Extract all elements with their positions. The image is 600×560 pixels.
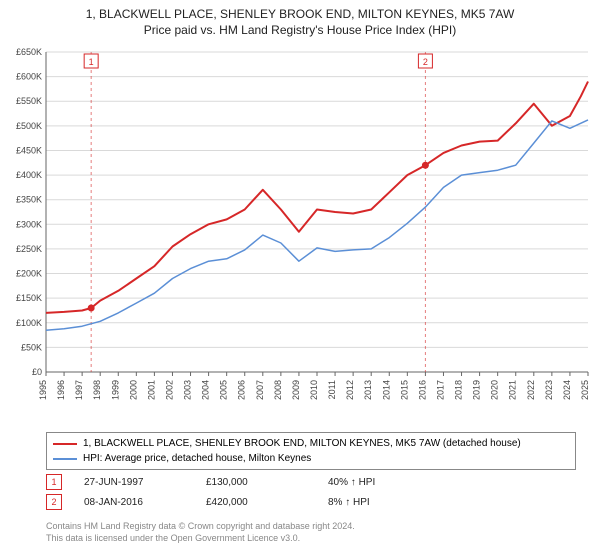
svg-text:2018: 2018 (454, 380, 464, 400)
svg-text:£650K: £650K (16, 47, 42, 57)
svg-text:2001: 2001 (146, 380, 156, 400)
svg-text:2009: 2009 (291, 380, 301, 400)
legend-swatch (53, 458, 77, 460)
footer-line1: Contains HM Land Registry data © Crown c… (46, 520, 576, 532)
svg-text:1996: 1996 (56, 380, 66, 400)
svg-text:2015: 2015 (399, 380, 409, 400)
title-line1: 1, BLACKWELL PLACE, SHENLEY BROOK END, M… (0, 6, 600, 22)
legend-item: HPI: Average price, detached house, Milt… (53, 451, 569, 466)
svg-text:£150K: £150K (16, 293, 42, 303)
attribution: Contains HM Land Registry data © Crown c… (46, 520, 576, 544)
svg-text:1999: 1999 (110, 380, 120, 400)
svg-text:2: 2 (423, 57, 428, 67)
svg-text:2025: 2025 (580, 380, 590, 400)
svg-text:2008: 2008 (273, 380, 283, 400)
svg-text:2022: 2022 (526, 380, 536, 400)
legend-item: 1, BLACKWELL PLACE, SHENLEY BROOK END, M… (53, 436, 569, 451)
svg-text:1997: 1997 (74, 380, 84, 400)
marker-delta: 8% ↑ HPI (328, 497, 428, 508)
marker-badge: 1 (46, 474, 62, 490)
svg-text:£250K: £250K (16, 244, 42, 254)
svg-text:1995: 1995 (38, 380, 48, 400)
svg-text:2020: 2020 (490, 380, 500, 400)
svg-text:2014: 2014 (381, 380, 391, 400)
marker-delta: 40% ↑ HPI (328, 477, 428, 488)
svg-text:2006: 2006 (237, 380, 247, 400)
svg-text:£400K: £400K (16, 170, 42, 180)
marker-date: 27-JUN-1997 (84, 477, 184, 488)
marker-price: £130,000 (206, 477, 306, 488)
svg-text:2011: 2011 (327, 380, 337, 399)
svg-text:2003: 2003 (183, 380, 193, 400)
svg-text:2012: 2012 (345, 380, 355, 400)
svg-text:2004: 2004 (201, 380, 211, 400)
svg-text:£0: £0 (32, 367, 42, 377)
svg-text:2002: 2002 (164, 380, 174, 400)
svg-text:£300K: £300K (16, 219, 42, 229)
legend: 1, BLACKWELL PLACE, SHENLEY BROOK END, M… (46, 432, 576, 470)
svg-text:2005: 2005 (219, 380, 229, 400)
legend-label: HPI: Average price, detached house, Milt… (83, 451, 311, 466)
marker-badge: 2 (46, 494, 62, 510)
svg-text:2000: 2000 (128, 380, 138, 400)
svg-text:1998: 1998 (92, 380, 102, 400)
svg-text:£50K: £50K (21, 342, 42, 352)
legend-label: 1, BLACKWELL PLACE, SHENLEY BROOK END, M… (83, 436, 521, 451)
marker-price: £420,000 (206, 497, 306, 508)
title-line2: Price paid vs. HM Land Registry's House … (0, 22, 600, 38)
svg-text:2021: 2021 (508, 380, 518, 400)
line-chart-svg: £0 £50K £100K £150K £200K £250K £300K £350K £400… (0, 44, 600, 424)
svg-text:2019: 2019 (472, 380, 482, 400)
svg-text:£600K: £600K (16, 72, 42, 82)
table-row: 2 08-JAN-2016 £420,000 8% ↑ HPI (46, 492, 576, 512)
svg-text:2010: 2010 (309, 380, 319, 400)
svg-text:£100K: £100K (16, 318, 42, 328)
svg-text:1: 1 (89, 57, 94, 67)
svg-text:2013: 2013 (363, 380, 373, 400)
legend-swatch (53, 443, 77, 445)
svg-text:£200K: £200K (16, 269, 42, 279)
marker-table: 1 27-JUN-1997 £130,000 40% ↑ HPI 2 08-JA… (46, 472, 576, 512)
svg-text:£350K: £350K (16, 195, 42, 205)
marker-date: 08-JAN-2016 (84, 497, 184, 508)
svg-text:£500K: £500K (16, 121, 42, 131)
footer-line2: This data is licensed under the Open Gov… (46, 532, 576, 544)
svg-text:2023: 2023 (544, 380, 554, 400)
chart-title: 1, BLACKWELL PLACE, SHENLEY BROOK END, M… (0, 0, 600, 38)
svg-text:2016: 2016 (417, 380, 427, 400)
svg-text:2007: 2007 (255, 380, 265, 400)
table-row: 1 27-JUN-1997 £130,000 40% ↑ HPI (46, 472, 576, 492)
svg-text:2017: 2017 (435, 380, 445, 400)
chart-area: £0 £50K £100K £150K £200K £250K £300K £350K £400… (0, 44, 600, 424)
svg-text:2024: 2024 (562, 380, 572, 400)
svg-text:£550K: £550K (16, 96, 42, 106)
svg-text:£450K: £450K (16, 145, 42, 155)
